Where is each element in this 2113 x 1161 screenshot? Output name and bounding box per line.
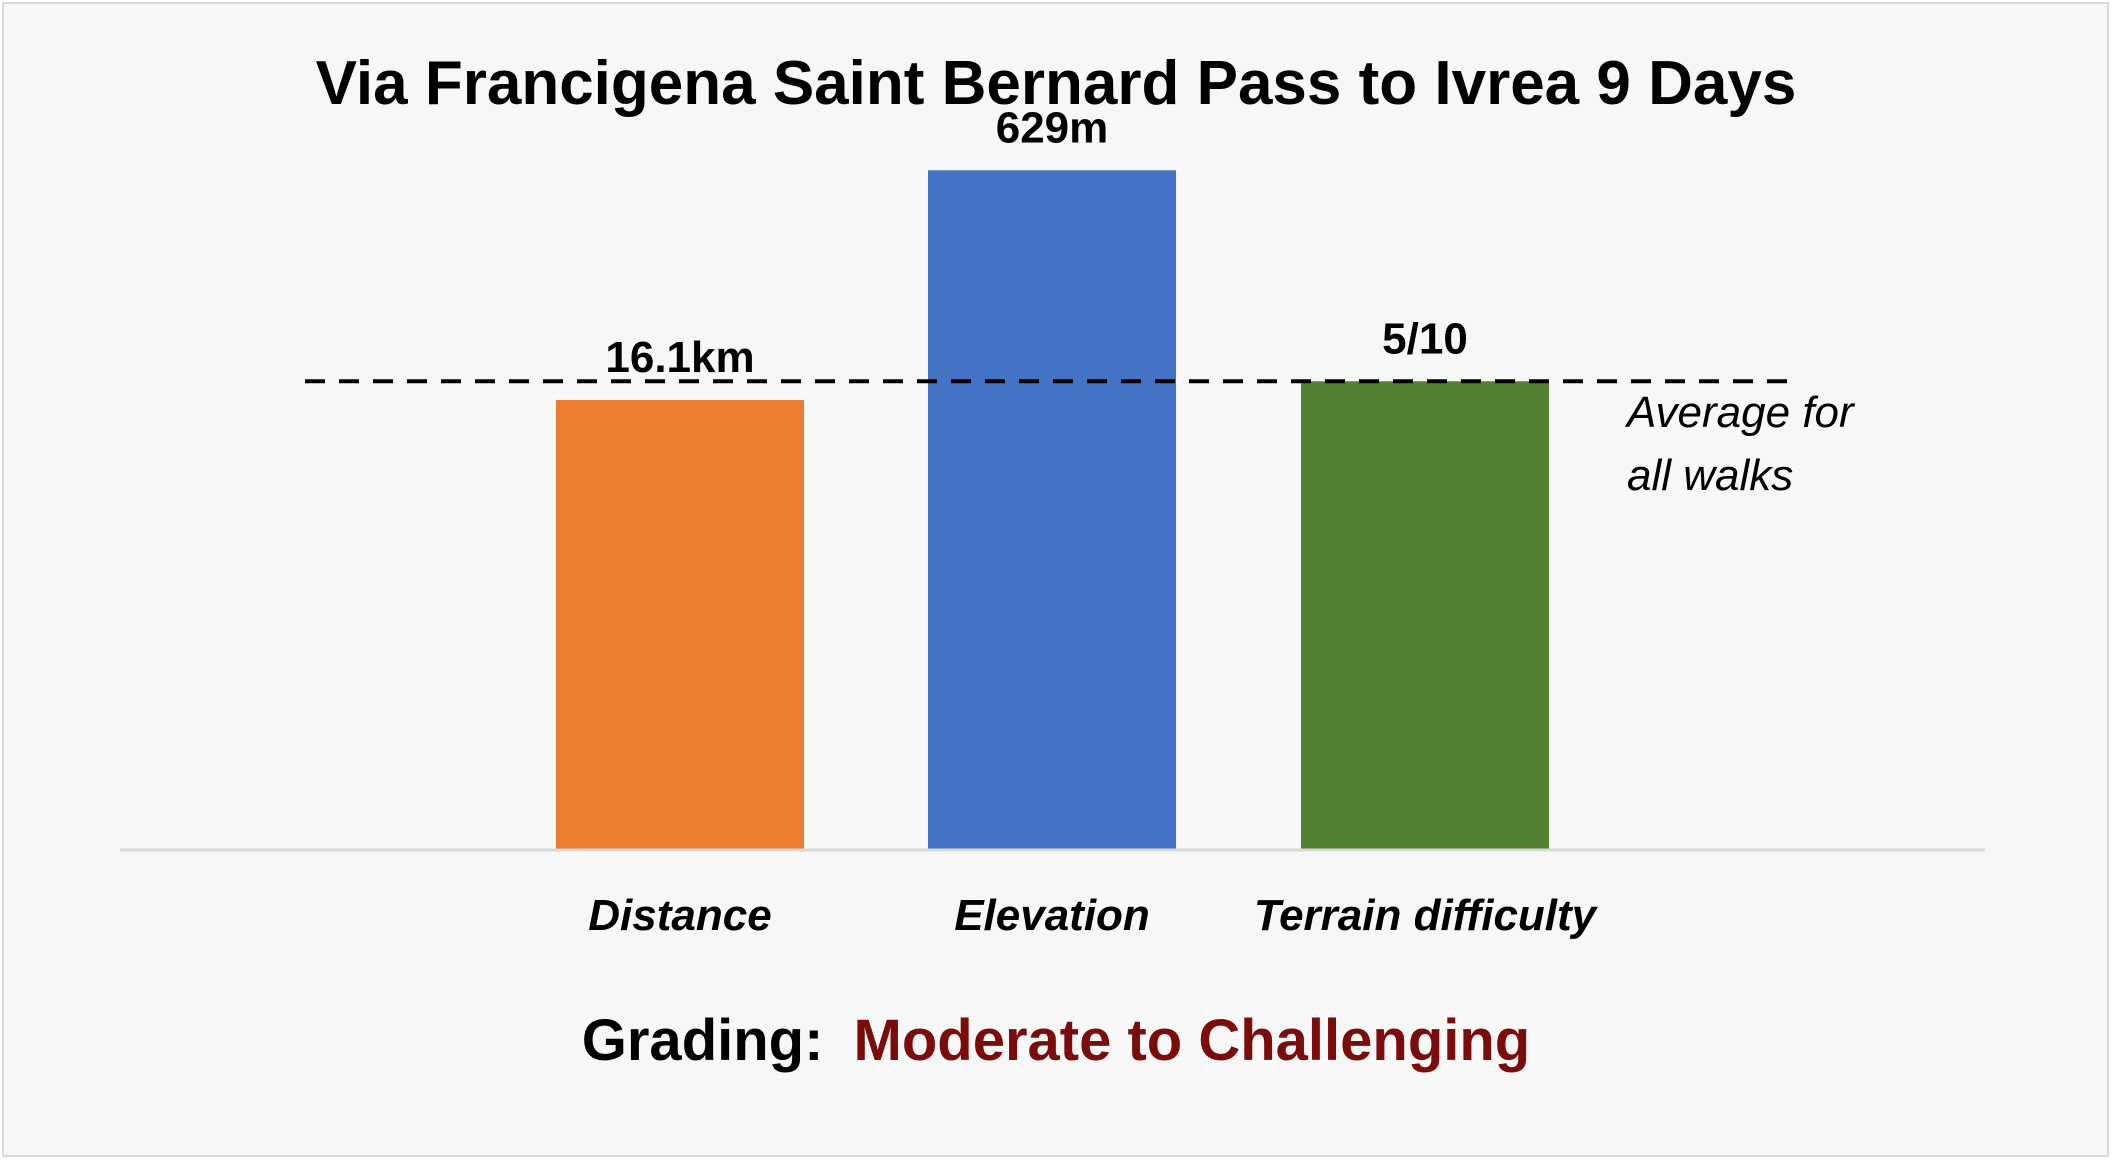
bar-distance: [556, 400, 804, 850]
category-label-terrain-difficulty: Terrain difficulty: [1254, 891, 1599, 940]
chart-title: Via Francigena Saint Bernard Pass to Ivr…: [316, 49, 1797, 118]
bar-elevation: [928, 170, 1176, 850]
average-label-line1: Average for: [1624, 388, 1856, 437]
category-label-distance: Distance: [588, 891, 771, 940]
value-label-distance: 16.1km: [605, 333, 754, 382]
category-label-elevation: Elevation: [954, 891, 1150, 940]
grading-prefix: Grading:: [582, 1008, 824, 1073]
bars-group: [556, 170, 1549, 850]
category-labels-group: Distance Elevation Terrain difficulty: [588, 891, 1598, 940]
average-label-line2: all walks: [1627, 451, 1793, 500]
grading-footer: Grading: Moderate to Challenging: [582, 1008, 1530, 1073]
value-labels-group: 16.1km 629m 5/10: [605, 103, 1467, 382]
bar-terrain-difficulty: [1301, 381, 1549, 850]
grading-value: Moderate to Challenging: [854, 1008, 1531, 1073]
value-label-terrain-difficulty: 5/10: [1382, 314, 1468, 363]
value-label-elevation: 629m: [996, 103, 1109, 152]
